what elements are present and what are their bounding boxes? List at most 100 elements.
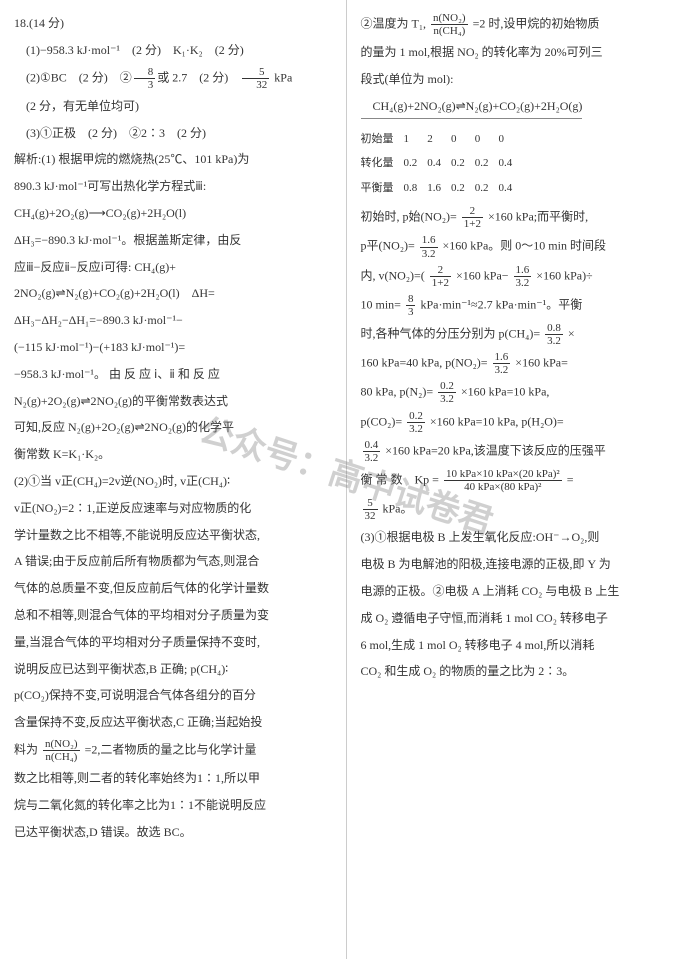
frac-5-32: 532 [242, 66, 269, 91]
line: 0.43.2 ×160 kPa=20 kPa,该温度下该反应的压强平 [361, 439, 679, 464]
text: ×160 kPa=10 kPa, [461, 385, 550, 399]
frac-8-3: 83 [134, 66, 156, 91]
text: kPa·min⁻¹≈2.7 kPa·min⁻¹。平衡 [420, 297, 582, 311]
frac: 1.63.2 [493, 351, 511, 376]
frac: 0.43.2 [363, 439, 381, 464]
line: 说明反应已达到平衡状态,B 正确; p(CH₄)∶ [14, 658, 332, 681]
ice-table: 初始量 1 2 0 0 0 转化量 0.2 0.4 0.2 0.2 0.4 平衡… [361, 127, 523, 202]
text: =2,二者物质的量之比与化学计量 [85, 742, 257, 756]
line: 应ⅲ−反应ⅱ−反应ⅰ可得: CH₄(g)+ [14, 256, 332, 279]
text: ×160 kPa)÷ [536, 268, 592, 282]
line: 料为 n(NO₂)n(CH₄) =2,二者物质的量之比与化学计量 [14, 738, 332, 763]
line: v正(NO₂)=2∶1,正逆反应速率与对应物质的化 [14, 497, 332, 520]
frac-no2-ch4: n(NO₂)n(CH₄) [431, 12, 468, 37]
cell: 0.2 [475, 176, 499, 201]
line: 6 mol,生成 1 mol O₂ 转移电子 4 mol,所以消耗 [361, 634, 679, 657]
text: p平(NO₂)= [361, 239, 415, 253]
line: CO₂ 和生成 O₂ 的物质的量之比为 2∶3。 [361, 660, 679, 683]
frac: 0.23.2 [407, 410, 425, 435]
line: 解析:(1) 根据甲烷的燃烧热(25℃、101 kPa)为 [14, 148, 332, 171]
cell: 0 [451, 127, 475, 152]
q-number: 18.(14 分) [14, 12, 332, 35]
text: ②温度为 T₁, [361, 16, 427, 30]
text: ×160 kPa;而平衡时, [488, 210, 588, 224]
line: 气体的总质量不变,但反应前后气体的化学计量数 [14, 577, 332, 600]
text: 衡 常 数 Kp = [361, 472, 439, 486]
line: 可知,反应 N₂(g)+2O₂(g)⇌2NO₂(g)的化学平 [14, 416, 332, 439]
text: 10 min= [361, 297, 401, 311]
cell: 0.2 [451, 176, 475, 201]
line: CH₄(g)+2O₂(g)⟶CO₂(g)+2H₂O(l) [14, 202, 332, 225]
text: 160 kPa=40 kPa, p(NO₂)= [361, 356, 488, 370]
text: × [568, 326, 575, 340]
text: = [567, 472, 574, 486]
text: ×160 kPa=10 kPa, p(H₂O)= [430, 414, 564, 428]
cell: 0 [475, 127, 499, 152]
line: 890.3 kJ·mol⁻¹可写出热化学方程式ⅲ: [14, 175, 332, 198]
row-initial: 初始量 1 2 0 0 0 [361, 127, 523, 152]
cell: 0.2 [475, 151, 499, 176]
text: ×160 kPa=20 kPa,该温度下该反应的压强平 [385, 443, 606, 457]
line: 学计量数之比不相等,不能说明反应达平衡状态, [14, 524, 332, 547]
line: 内, v(NO₂)=( 21+2 ×160 kPa− 1.63.2 ×160 k… [361, 264, 679, 289]
text: ×160 kPa− [456, 268, 509, 282]
text: =2 时,设甲烷的初始物质 [473, 16, 600, 30]
cell: 0.2 [404, 151, 428, 176]
line: (1)−958.3 kJ·mol⁻¹ (2 分) K₁·K₂ (2 分) [14, 39, 332, 62]
line: 量,当混合气体的平均相对分子质量保持不变时, [14, 631, 332, 654]
line: A 错误;由于反应前后所有物质都为气态,则混合 [14, 550, 332, 573]
left-column: 18.(14 分) (1)−958.3 kJ·mol⁻¹ (2 分) K₁·K₂… [0, 0, 346, 959]
line: p(CO₂)保持不变,可说明混合气体各组分的百分 [14, 684, 332, 707]
line: 电源的正极。②电极 A 上消耗 CO₂ 与电极 B 上生 [361, 580, 679, 603]
cell: 0.4 [499, 176, 523, 201]
page: 18.(14 分) (1)−958.3 kJ·mol⁻¹ (2 分) K₁·K₂… [0, 0, 692, 959]
line: 初始时, p始(NO₂)= 21+2 ×160 kPa;而平衡时, [361, 205, 679, 230]
line: −958.3 kJ·mol⁻¹。 由 反 应 ⅰ、ⅱ 和 反 应 [14, 363, 332, 386]
cell: 0.8 [404, 176, 428, 201]
cell: 0.4 [427, 151, 451, 176]
line: p(CO₂)= 0.23.2 ×160 kPa=10 kPa, p(H₂O)= [361, 410, 679, 435]
cell: 0.4 [499, 151, 523, 176]
line: ΔH₃−ΔH₂−ΔH₁=−890.3 kJ·mol⁻¹− [14, 309, 332, 332]
line: 总和不相等,则混合气体的平均相对分子质量为变 [14, 604, 332, 627]
text: 内, v(NO₂)=( [361, 268, 425, 282]
line: (2)①BC (2 分) ②83或 2.7 (2 分) 532 kPa [14, 66, 332, 91]
label: 初始量 [361, 127, 404, 152]
line: 的量为 1 mol,根据 NO₂ 的转化率为 20%可列三 [361, 41, 679, 64]
frac-no2-ch4: n(NO₂)n(CH₄) [43, 738, 80, 763]
line: ΔH₃=−890.3 kJ·mol⁻¹。根据盖斯定律，由反 [14, 229, 332, 252]
row-equilibrium: 平衡量 0.8 1.6 0.2 0.2 0.4 [361, 176, 523, 201]
line: 时,各种气体的分压分别为 p(CH₄)= 0.83.2 × [361, 322, 679, 347]
cell: 2 [427, 127, 451, 152]
frac: 21+2 [430, 264, 451, 289]
text: 时,各种气体的分压分别为 p(CH₄)= [361, 326, 541, 340]
frac: 0.83.2 [545, 322, 563, 347]
line: 80 kPa, p(N₂)= 0.23.2 ×160 kPa=10 kPa, [361, 380, 679, 405]
line: (2 分，有无单位均可) [14, 95, 332, 118]
line: 电极 B 为电解池的阳极,连接电源的正极,即 Y 为 [361, 553, 679, 576]
frac-5-32: 532 [363, 497, 378, 522]
line: 烷与二氧化氮的转化率之比为1∶1不能说明反应 [14, 794, 332, 817]
line: (−115 kJ·mol⁻¹)−(+183 kJ·mol⁻¹)= [14, 336, 332, 359]
text: 80 kPa, p(N₂)= [361, 385, 434, 399]
frac: 1.63.2 [420, 234, 438, 259]
cell: 0.2 [451, 151, 475, 176]
frac: 1.63.2 [514, 264, 532, 289]
line: 160 kPa=40 kPa, p(NO₂)= 1.63.2 ×160 kPa= [361, 351, 679, 376]
line: 532 kPa。 [361, 497, 679, 522]
row-change: 转化量 0.2 0.4 0.2 0.2 0.4 [361, 151, 523, 176]
line: (3)①根据电极 B 上发生氧化反应:OH⁻→O₂,则 [361, 526, 679, 549]
line: 2NO₂(g)⇌N₂(g)+CO₂(g)+2H₂O(l) ΔH= [14, 282, 332, 305]
line: 10 min= 83 kPa·min⁻¹≈2.7 kPa·min⁻¹。平衡 [361, 293, 679, 318]
line: ②温度为 T₁, n(NO₂)n(CH₄) =2 时,设甲烷的初始物质 [361, 12, 679, 37]
cell: 1 [404, 127, 428, 152]
right-column: ②温度为 T₁, n(NO₂)n(CH₄) =2 时,设甲烷的初始物质 的量为 … [347, 0, 692, 959]
line: N₂(g)+2O₂(g)⇌2NO₂(g)的平衡常数表达式 [14, 390, 332, 413]
kp-frac: 10 kPa×10 kPa×(20 kPa)²40 kPa×(80 kPa)² [444, 468, 562, 493]
cell: 1.6 [427, 176, 451, 201]
frac: 21+2 [462, 205, 483, 230]
equation-line: CH₄(g)+2NO₂(g)⇌N₂(g)+CO₂(g)+2H₂O(g) [361, 95, 583, 119]
text: 料为 [14, 742, 38, 756]
line: 衡 常 数 Kp = 10 kPa×10 kPa×(20 kPa)²40 kPa… [361, 468, 679, 493]
label: 平衡量 [361, 176, 404, 201]
